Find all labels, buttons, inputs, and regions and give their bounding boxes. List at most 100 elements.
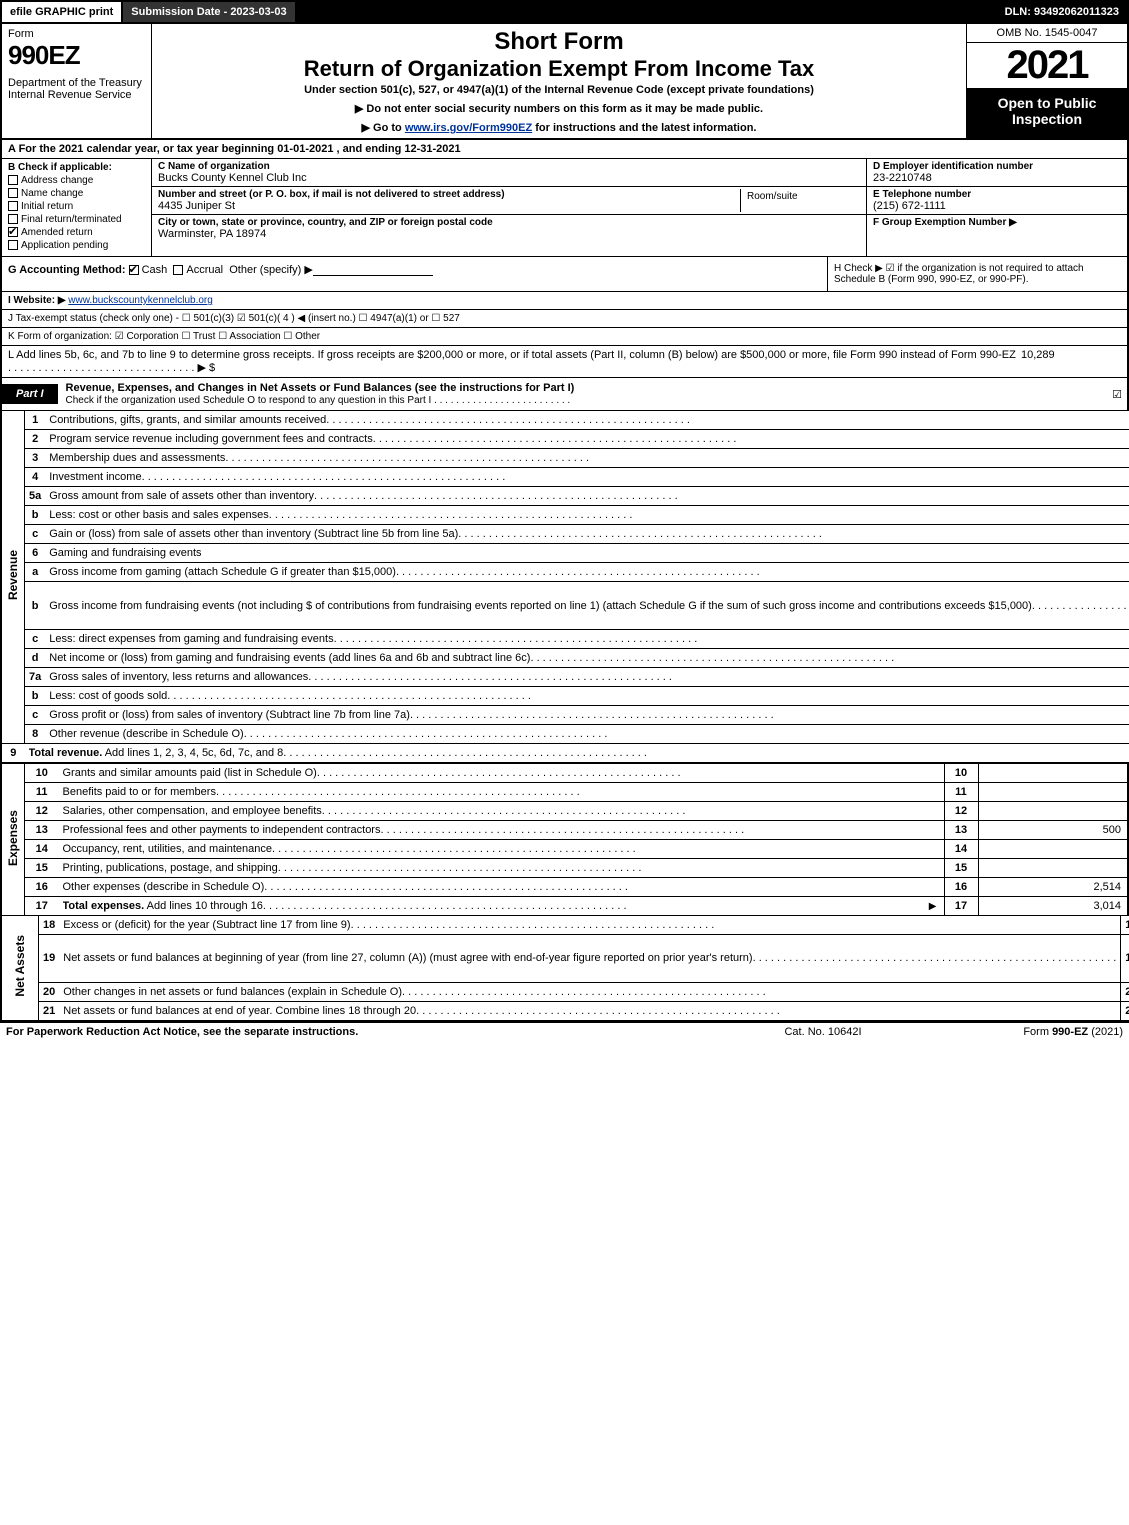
g-label: G Accounting Method: [8,264,126,276]
street: 4435 Juniper St [158,200,740,212]
open-to-public: Open to Public Inspection [967,89,1127,138]
website-link[interactable]: www.buckscountykennelclub.org [68,295,213,306]
org-name-label: C Name of organization [158,161,860,172]
phone: (215) 672-1111 [873,200,1121,212]
right-value [978,764,1128,783]
irs-link[interactable]: www.irs.gov/Form990EZ [405,122,532,134]
department: Department of the Treasury Internal Reve… [8,77,145,101]
note-goto-post: for instructions and the latest informat… [532,122,756,134]
line-k-form-org: K Form of organization: ☑ Corporation ☐ … [0,328,1129,346]
right-label: 10 [944,764,978,783]
line-desc: Occupancy, rent, utilities, and maintena… [59,839,945,858]
other-specify-input[interactable] [313,264,433,276]
form-word: Form [8,28,145,40]
chk-cash[interactable] [129,265,139,275]
right-label: 20 [1121,982,1129,1001]
line-desc: Investment income [45,468,1129,487]
line-desc: Gain or (loss) from sale of assets other… [45,525,1129,544]
right-label: 18 [1121,916,1129,935]
topbar-spacer [297,2,997,22]
line-desc: Less: direct expenses from gaming and fu… [45,630,1129,649]
ein-cell: D Employer identification number 23-2210… [867,159,1127,187]
block-bcdef: B Check if applicable: Address change Na… [0,159,1129,257]
line-i-website: I Website: ▶ www.buckscountykennelclub.o… [0,292,1129,310]
right-value: 2,514 [978,877,1128,896]
org-name-row: C Name of organization Bucks County Kenn… [152,159,866,187]
col-b-header: B Check if applicable: [8,162,145,173]
chk-name-change[interactable]: Name change [8,188,145,199]
efile-print[interactable]: efile GRAPHIC print [2,2,123,22]
note-goto-pre: ▶ Go to [362,122,405,134]
line-desc: Gross amount from sale of assets other t… [45,487,1129,506]
line-a: A For the 2021 calendar year, or tax yea… [0,140,1129,159]
line-number: d [25,649,46,668]
chk-application-pending[interactable]: Application pending [8,240,145,251]
h-schedule-b: H Check ▶ ☑ if the organization is not r… [827,257,1127,291]
line-desc: Gross income from fundraising events (no… [45,582,1129,630]
line-number: b [25,506,46,525]
line-number: 13 [25,820,59,839]
line-number: 21 [39,1001,60,1021]
line-desc: Net income or (loss) from gaming and fun… [45,649,1129,668]
arrow-icon [929,900,940,912]
line-j-tax-exempt: J Tax-exempt status (check only one) - ☐… [0,310,1129,328]
line-desc: Professional fees and other payments to … [59,820,945,839]
line-desc: Program service revenue including govern… [45,430,1129,449]
line-l-text: L Add lines 5b, 6c, and 7b to line 9 to … [8,349,1021,374]
part-1-sub: Check if the organization used Schedule … [66,395,571,406]
org-name: Bucks County Kennel Club Inc [158,172,860,184]
part-1-header: Part I Revenue, Expenses, and Changes in… [0,378,1129,411]
line-number: c [25,630,46,649]
form-header: Form 990EZ Department of the Treasury In… [0,24,1129,140]
accounting-method: G Accounting Method: Cash Accrual Other … [2,257,827,291]
form-number: 990EZ [8,40,145,71]
tax-year: 2021 [967,43,1127,89]
line-desc: Less: cost or other basis and sales expe… [45,506,1129,525]
chk-address-change[interactable]: Address change [8,175,145,186]
line-desc: Other revenue (describe in Schedule O) [45,725,1129,744]
line-number: 4 [25,468,46,487]
header-mid: Short Form Return of Organization Exempt… [152,24,967,138]
chk-amended-return[interactable]: Amended return [8,227,145,238]
line-number: 19 [39,934,60,982]
net-assets-table: Net Assets 18Excess or (deficit) for the… [0,916,1129,1022]
line-desc: Excess or (deficit) for the year (Subtra… [59,916,1121,935]
website-label: I Website: ▶ [8,295,66,306]
right-label: 21 [1121,1001,1129,1021]
line-number: c [25,706,46,725]
right-label: 17 [944,896,978,915]
line-desc: Less: cost of goods sold [45,687,1129,706]
room-suite: Room/suite [740,189,860,212]
right-label: 15 [944,858,978,877]
line-number: 16 [25,877,59,896]
line-number: 2 [25,430,46,449]
chk-accrual[interactable] [173,265,183,275]
part-1-check[interactable]: ☑ [1107,388,1127,401]
line-number: 9 [1,744,25,763]
ein: 23-2210748 [873,172,1121,184]
right-value [978,839,1128,858]
revenue-table: Revenue 1Contributions, gifts, grants, a… [0,411,1129,763]
line-desc: Other expenses (describe in Schedule O) [59,877,945,896]
line-number: 14 [25,839,59,858]
submission-date: Submission Date - 2023-03-03 [123,2,296,22]
chk-initial-return[interactable]: Initial return [8,201,145,212]
right-label: 16 [944,877,978,896]
page-footer: For Paperwork Reduction Act Notice, see … [0,1022,1129,1041]
right-value [978,782,1128,801]
block-gh: G Accounting Method: Cash Accrual Other … [0,257,1129,292]
note-goto: ▶ Go to www.irs.gov/Form990EZ for instru… [162,121,956,134]
chk-final-return[interactable]: Final return/terminated [8,214,145,225]
footer-catno: Cat. No. 10642I [723,1026,923,1038]
line-number: 7a [25,668,46,687]
line-number: 1 [25,411,46,430]
city-row: City or town, state or province, country… [152,215,866,242]
footer-paperwork: For Paperwork Reduction Act Notice, see … [6,1026,723,1038]
col-de: D Employer identification number 23-2210… [867,159,1127,256]
line-desc: Gross income from gaming (attach Schedul… [45,563,1129,582]
group-exemption-label: F Group Exemption Number ▶ [873,217,1121,228]
part-1-title: Revenue, Expenses, and Changes in Net As… [58,378,1107,410]
line-number: 5a [25,487,46,506]
line-desc: Salaries, other compensation, and employ… [59,801,945,820]
line-number: 20 [39,982,60,1001]
